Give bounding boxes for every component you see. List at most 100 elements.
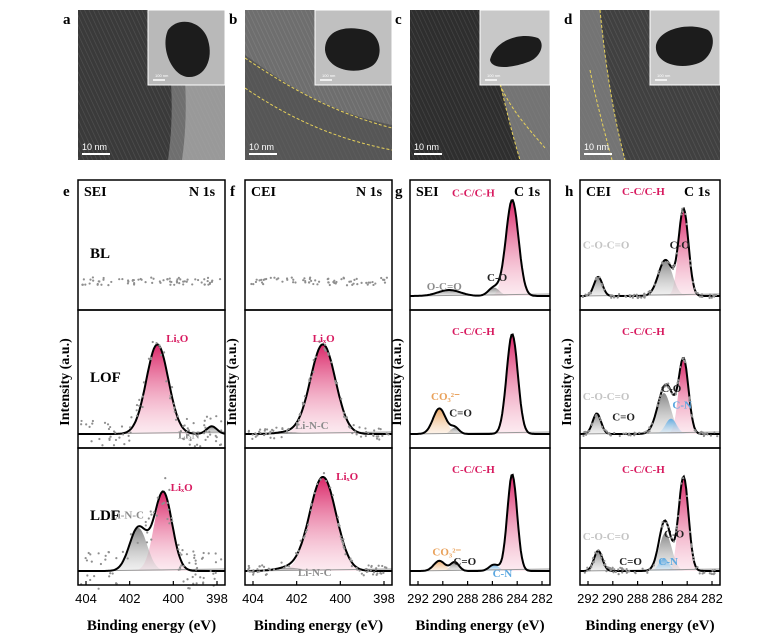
data-point (263, 433, 266, 437)
peak-label: Li-N-C (110, 509, 144, 521)
envelope-curve (410, 199, 550, 297)
data-point (159, 353, 163, 357)
data-point (138, 398, 141, 401)
data-point (313, 492, 316, 495)
data-point (382, 571, 385, 574)
data-point (81, 283, 84, 286)
data-point (307, 281, 311, 284)
region-label: N 1s (356, 185, 383, 200)
data-point (659, 394, 662, 397)
data-point (628, 570, 631, 573)
data-point (340, 538, 343, 541)
inset-scale-text: 100 nm (487, 73, 501, 78)
data-point (590, 566, 593, 569)
data-point (108, 437, 111, 440)
data-point (166, 501, 169, 505)
scale-text: 10 nm (414, 142, 439, 152)
data-point (187, 433, 190, 437)
data-point (201, 582, 205, 585)
data-point (88, 282, 91, 285)
data-point (161, 502, 164, 505)
data-point (180, 553, 183, 556)
data-point (387, 433, 390, 436)
data-point (192, 421, 195, 425)
data-point (169, 394, 172, 397)
data-point (89, 578, 92, 582)
data-point (89, 553, 92, 556)
data-point (381, 434, 384, 437)
interphase-label: CEI (251, 185, 276, 200)
data-point (169, 397, 172, 400)
peak-label: CO₃²⁻ (432, 546, 461, 558)
data-point (193, 554, 196, 557)
data-point (609, 434, 612, 437)
data-point (670, 536, 673, 539)
peak-label: C-O (487, 272, 508, 284)
data-point (159, 346, 162, 349)
data-point (674, 393, 677, 396)
data-point (650, 422, 654, 425)
component-peak (410, 290, 550, 296)
data-point (98, 437, 101, 441)
data-point (661, 521, 664, 524)
data-point (672, 540, 676, 543)
peak-label: C=O (619, 556, 642, 568)
data-point (668, 388, 672, 391)
envelope-curve (580, 206, 720, 297)
xps-column-g: C-C/C-HC-OO-C=OC-C/C-HCO₃²⁻C=OC-C/C-HCO₃… (390, 179, 553, 634)
data-point (333, 279, 336, 282)
data-point (373, 571, 376, 574)
data-point (188, 561, 191, 564)
data-point (602, 288, 606, 291)
data-point (713, 431, 716, 434)
data-point (334, 382, 337, 385)
data-point (281, 427, 284, 430)
data-point (149, 510, 152, 513)
data-point (91, 276, 95, 279)
panel-letter: e (63, 184, 70, 200)
data-point (82, 278, 85, 281)
component-peak (410, 560, 550, 571)
data-point (600, 556, 603, 560)
data-point (180, 564, 183, 567)
data-point (152, 511, 156, 514)
data-point (150, 513, 153, 516)
data-point (328, 283, 331, 287)
data-point (248, 570, 252, 573)
data-point (272, 568, 276, 571)
data-point (127, 434, 130, 437)
data-point (275, 426, 278, 429)
data-point (290, 276, 293, 279)
data-point (90, 440, 93, 443)
data-point (316, 482, 319, 486)
data-point (298, 418, 301, 422)
data-point (591, 422, 594, 425)
data-point (648, 568, 651, 571)
data-point (344, 553, 347, 556)
data-point (385, 566, 388, 569)
data-point (713, 293, 716, 296)
data-point (172, 402, 176, 405)
data-point (262, 569, 266, 572)
data-point (657, 272, 660, 275)
data-point (218, 278, 222, 281)
data-point (104, 558, 107, 561)
data-point (251, 437, 254, 440)
data-point (195, 566, 199, 570)
data-point (126, 279, 130, 282)
data-point (280, 561, 283, 564)
component-peak (580, 413, 720, 434)
data-point (349, 426, 352, 429)
data-point (207, 552, 210, 555)
data-point (365, 570, 368, 574)
data-point (195, 443, 199, 446)
data-point (202, 551, 205, 555)
component-peak (245, 477, 392, 571)
data-point (97, 587, 100, 590)
data-point (374, 282, 377, 285)
data-point (610, 568, 613, 571)
data-point (258, 570, 261, 573)
data-point (329, 486, 332, 489)
data-point (202, 576, 205, 580)
